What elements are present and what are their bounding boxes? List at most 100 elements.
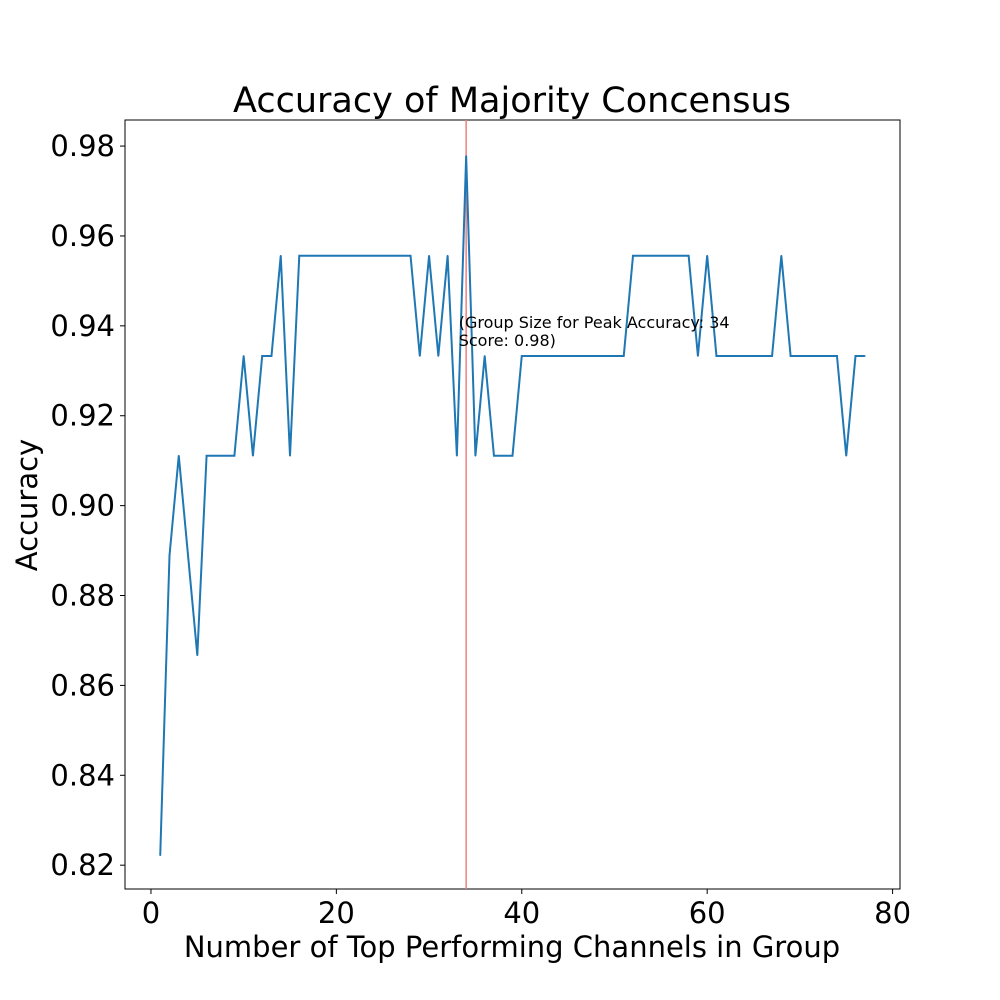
- data-point: [205, 454, 208, 457]
- data-point: [641, 254, 644, 257]
- y-tick-label: 0.96: [50, 219, 115, 253]
- data-point: [372, 254, 375, 257]
- data-point: [437, 355, 440, 357]
- data-point: [771, 355, 773, 357]
- data-point: [335, 254, 338, 257]
- data-point: [354, 254, 356, 257]
- y-tick-label: 0.86: [50, 668, 115, 702]
- data-point: [474, 454, 477, 457]
- data-point: [567, 355, 569, 357]
- data-point: [687, 254, 690, 257]
- x-tick-label: 60: [689, 896, 726, 930]
- annotation-line-2: Score: 0.98): [459, 331, 556, 350]
- data-point: [344, 254, 347, 257]
- data-point: [196, 654, 199, 657]
- data-point: [252, 454, 254, 457]
- series-line-accuracy: [159, 155, 865, 856]
- data-point: [298, 254, 301, 257]
- data-point: [381, 254, 384, 257]
- data-point: [502, 454, 505, 457]
- y-tick-label: 0.88: [50, 579, 115, 613]
- data-point: [465, 155, 467, 157]
- data-point: [650, 254, 653, 257]
- data-point: [632, 254, 634, 257]
- data-point: [585, 355, 588, 357]
- data-points: [159, 155, 866, 857]
- y-tick-label: 0.84: [50, 758, 115, 792]
- data-point: [734, 355, 736, 357]
- data-point: [242, 355, 245, 357]
- data-point: [817, 355, 820, 357]
- data-point: [177, 454, 180, 457]
- x-axis-label: Number of Top Performing Channels in Gro…: [184, 930, 840, 964]
- data-point: [233, 454, 236, 457]
- y-axis-label: Accuracy: [10, 439, 44, 571]
- data-point: [789, 355, 792, 357]
- plot-area-frame: [124, 119, 901, 890]
- data-point: [836, 355, 838, 357]
- data-point: [307, 254, 310, 257]
- data-point: [409, 254, 412, 257]
- y-tick-label: 0.82: [50, 848, 115, 882]
- data-point: [511, 454, 514, 457]
- data-point: [289, 454, 291, 457]
- data-point: [697, 355, 699, 357]
- data-point: [279, 254, 282, 257]
- data-point: [317, 254, 319, 257]
- data-point: [418, 355, 421, 357]
- peak-annotation: (Group Size for Peak Accuracy: 34 Score:…: [459, 313, 735, 350]
- chart-title: Accuracy of Majority Concensus: [233, 81, 791, 121]
- data-point: [660, 254, 662, 257]
- data-point: [678, 254, 681, 257]
- data-point: [428, 254, 430, 257]
- data-point: [799, 355, 801, 357]
- data-point: [224, 454, 226, 457]
- data-point: [743, 355, 746, 357]
- data-point: [558, 355, 560, 357]
- data-point: [530, 355, 532, 357]
- data-point: [780, 254, 783, 257]
- data-point: [595, 355, 597, 357]
- data-point: [168, 554, 171, 557]
- y-tick-label: 0.90: [50, 489, 115, 523]
- data-point: [391, 254, 393, 257]
- y-tick-label: 0.92: [50, 399, 115, 433]
- data-point: [576, 355, 579, 357]
- data-point: [363, 254, 365, 257]
- data-point: [604, 355, 607, 357]
- data-point: [270, 355, 273, 357]
- y-tick-label: 0.94: [50, 309, 115, 343]
- data-point: [706, 254, 708, 257]
- data-point: [548, 355, 551, 357]
- y-tick-label: 0.98: [50, 129, 115, 163]
- data-point: [456, 454, 458, 457]
- data-point: [854, 355, 857, 357]
- data-point: [808, 355, 810, 357]
- data-point: [493, 454, 495, 457]
- data-point: [613, 355, 616, 357]
- annotation-line-1: (Group Size for Peak Accuracy: 34: [459, 313, 730, 332]
- data-point: [863, 355, 866, 357]
- x-axis: 0 20 40 60 80: [142, 889, 911, 930]
- data-point: [483, 355, 486, 357]
- x-tick-label: 40: [503, 896, 540, 930]
- data-point: [826, 355, 829, 357]
- data-point: [622, 355, 625, 357]
- data-point: [215, 454, 217, 457]
- data-point: [326, 254, 328, 257]
- data-point: [539, 355, 542, 357]
- data-point: [715, 355, 718, 357]
- data-point: [400, 254, 403, 257]
- x-tick-label: 80: [874, 896, 911, 930]
- data-point: [261, 355, 264, 357]
- x-tick-label: 0: [142, 896, 160, 930]
- data-point: [669, 254, 671, 257]
- data-point: [761, 355, 764, 357]
- data-point: [520, 355, 523, 357]
- data-point: [752, 355, 755, 357]
- data-point: [446, 254, 449, 257]
- data-point: [159, 854, 162, 857]
- y-axis: 0.82 0.84 0.86 0.88 0.90 0.92 0.94 0.96 0.98: [50, 129, 125, 882]
- data-point: [845, 454, 848, 457]
